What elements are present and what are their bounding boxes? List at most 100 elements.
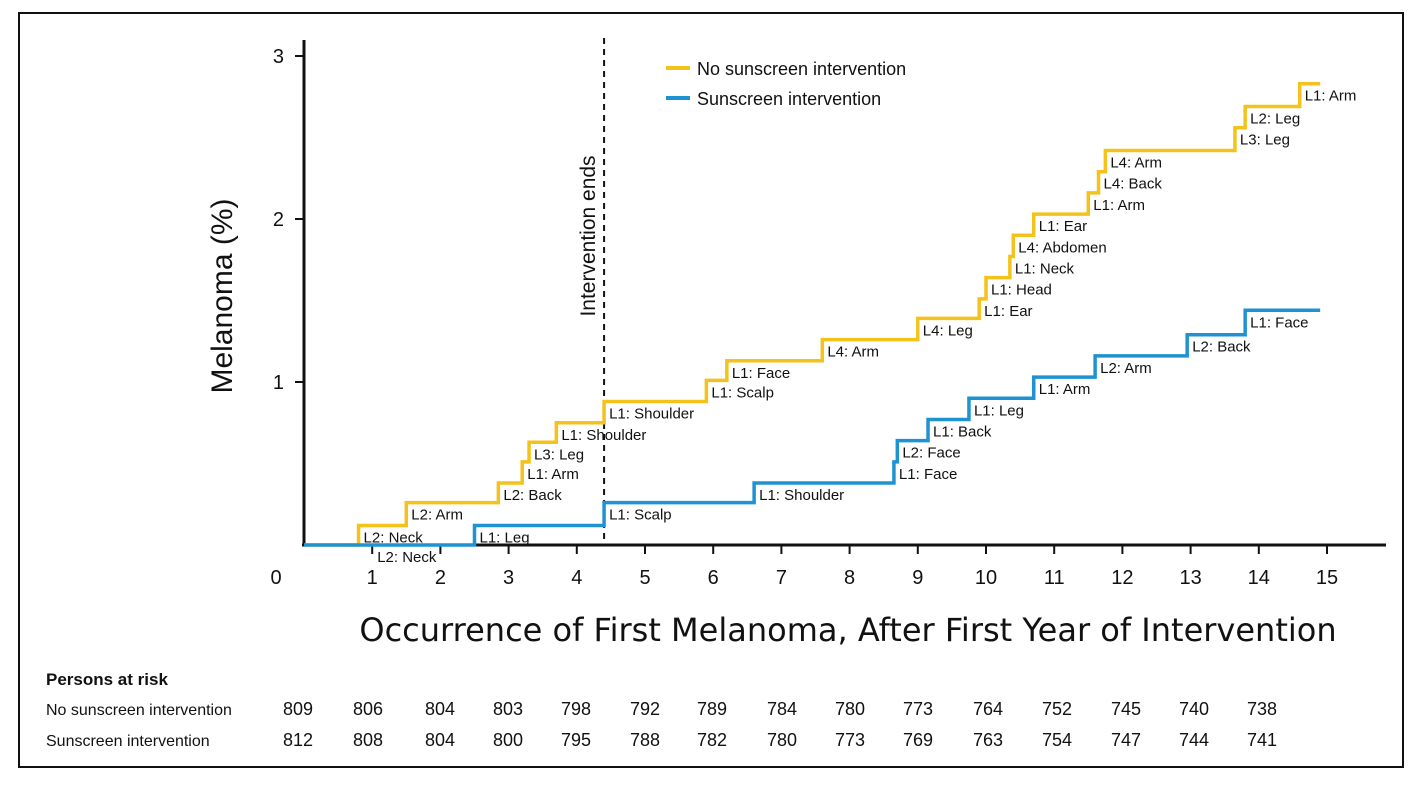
risk-cell: 744: [1179, 730, 1209, 750]
risk-cell: 792: [630, 699, 660, 719]
legend-label: Sunscreen intervention: [697, 89, 881, 109]
x-tick-label: 5: [639, 567, 650, 589]
axes: [302, 40, 1386, 547]
risk-cell: 738: [1247, 699, 1277, 719]
y-tick-label: 1: [273, 372, 284, 394]
step-label: L4: Leg: [923, 322, 973, 339]
step-label: L4: Back: [1104, 176, 1163, 193]
step-label: L2: Neck: [364, 529, 424, 546]
figure-frame: [18, 12, 1404, 768]
step-label: L1: Scalp: [711, 384, 774, 401]
step-label: L1: Face: [899, 466, 957, 483]
risk-cell: 788: [630, 730, 660, 750]
step-label: L1: Arm: [1039, 381, 1091, 398]
risk-cell: 808: [353, 730, 383, 750]
legend: No sunscreen intervention Sunscreen inter…: [666, 59, 906, 109]
risk-row-name: No sunscreen intervention: [46, 702, 232, 719]
x-tick-label: 12: [1111, 567, 1133, 589]
y-tick-label: 2: [273, 209, 284, 231]
step-label: L1: Ear: [1039, 218, 1087, 235]
risk-cell: 754: [1042, 730, 1072, 750]
step-label: L1: Ear: [984, 303, 1032, 320]
step-label: L4: Abdomen: [1018, 239, 1106, 256]
risk-cell: 741: [1247, 730, 1277, 750]
step-label: L1: Shoulder: [609, 406, 694, 423]
risk-cell: 740: [1179, 699, 1209, 719]
risk-cell: 773: [835, 730, 865, 750]
step-labels: L2: Neck L2: Arm L2: Back L1: Arm L3: Leg L1:…: [364, 88, 1357, 566]
intervention-ends-label: Intervention ends: [577, 155, 600, 316]
y-tick-label: 3: [273, 46, 284, 68]
x-tick-label: 9: [912, 567, 923, 589]
risk-cell: 780: [835, 699, 865, 719]
step-label: L2: Neck: [377, 549, 437, 566]
risk-cell: 806: [353, 699, 383, 719]
x-tick-label: 6: [708, 567, 719, 589]
legend-label: No sunscreen intervention: [697, 59, 906, 79]
step-label: L1: Face: [1250, 314, 1308, 331]
step-label: L3: Leg: [1240, 132, 1290, 149]
risk-cell: 800: [493, 730, 523, 750]
intervention-ends-annotation: Intervention ends: [577, 38, 606, 545]
step-label: L1: Arm: [527, 466, 579, 483]
risk-cell: 809: [283, 699, 313, 719]
x-tick-label: 4: [571, 567, 582, 589]
step-label: L1: Shoulder: [759, 487, 844, 504]
step-label: L1: Head: [991, 282, 1052, 299]
risk-table: Persons at risk No sunscreen interventio…: [46, 670, 1277, 750]
x-tick-label: 13: [1179, 567, 1201, 589]
step-label: L1: Arm: [1305, 88, 1357, 105]
step-label: L1: Back: [933, 423, 992, 440]
step-label: L2: Arm: [411, 507, 463, 524]
x-tick-label: 1: [367, 567, 378, 589]
step-label: L2: Face: [902, 445, 960, 462]
risk-cell: 804: [425, 699, 455, 719]
step-label: L4: Arm: [827, 344, 879, 361]
x-tick-label: 2: [435, 567, 446, 589]
risk-cell: 789: [697, 699, 727, 719]
risk-cell: 752: [1042, 699, 1072, 719]
risk-cell: 747: [1111, 730, 1141, 750]
risk-cell: 784: [767, 699, 797, 719]
risk-cell: 769: [903, 730, 933, 750]
risk-cell: 764: [973, 699, 1003, 719]
series-lines: [304, 81, 1321, 547]
x-tick-label: 14: [1248, 567, 1270, 589]
step-label: L3: Leg: [534, 446, 584, 463]
step-label: L1: Leg: [480, 529, 530, 546]
risk-cell: 812: [283, 730, 313, 750]
x-tick-label: 7: [776, 567, 787, 589]
step-label: L1: Face: [732, 365, 790, 382]
risk-cell: 803: [493, 699, 523, 719]
risk-cell: 745: [1111, 699, 1141, 719]
step-label: L1: Leg: [974, 402, 1024, 419]
x-axis-title: Occurrence of First Melanoma, After Firs…: [359, 611, 1336, 649]
risk-cell: 798: [561, 699, 591, 719]
risk-cell: 763: [973, 730, 1003, 750]
x-tick-label: 0: [270, 567, 281, 589]
x-tick-label: 3: [503, 567, 514, 589]
step-label: L4: Arm: [1110, 155, 1162, 172]
x-tick-label: 10: [975, 567, 997, 589]
risk-table-title: Persons at risk: [46, 670, 168, 689]
risk-cell: 773: [903, 699, 933, 719]
risk-cell: 780: [767, 730, 797, 750]
step-label: L1: Scalp: [609, 507, 672, 524]
x-tick-label: 8: [844, 567, 855, 589]
risk-cell: 804: [425, 730, 455, 750]
step-label: L1: Shoulder: [561, 427, 646, 444]
step-label: L2: Back: [1192, 339, 1251, 356]
sunscreen-series-line: [304, 308, 1321, 547]
risk-cell: 795: [561, 730, 591, 750]
x-tick-label: 11: [1044, 567, 1065, 589]
step-label: L1: Arm: [1093, 197, 1145, 214]
step-label: L1: Neck: [1015, 260, 1075, 277]
x-tick-label: 15: [1316, 567, 1338, 589]
step-label: L2: Arm: [1100, 360, 1152, 377]
y-axis-title: Melanoma (%): [206, 198, 239, 393]
no-sunscreen-series-line: [304, 81, 1321, 547]
step-label: L2: Back: [503, 487, 562, 504]
step-label: L2: Leg: [1250, 111, 1300, 128]
